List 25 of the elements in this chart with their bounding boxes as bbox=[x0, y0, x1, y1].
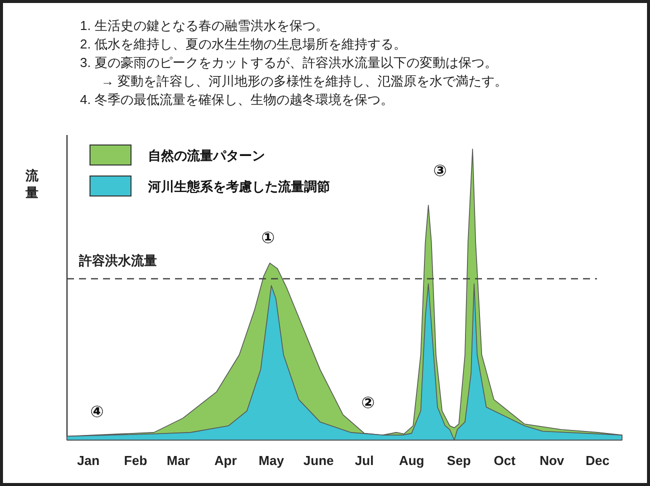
annotation: ① bbox=[261, 230, 275, 247]
x-tick-label: May bbox=[258, 453, 285, 468]
x-tick-label: Sep bbox=[446, 453, 471, 468]
annotation: ② bbox=[361, 395, 375, 412]
y-axis-title: 流量 bbox=[24, 168, 40, 200]
x-tick-label: June bbox=[303, 453, 334, 468]
x-tick-label: Jul bbox=[354, 453, 374, 468]
x-tick-label: Jan bbox=[77, 453, 100, 468]
x-tick-label: Dec bbox=[586, 453, 610, 468]
annotation: ④ bbox=[90, 404, 104, 421]
x-tick-label: Oct bbox=[494, 453, 516, 468]
ref-line-label: 許容洪水流量 bbox=[78, 252, 157, 268]
x-tick-label: Aug bbox=[398, 453, 424, 468]
annotation: ③ bbox=[433, 163, 447, 180]
text: 3. 夏の豪雨のピークをカットするが、許容洪水流量以下の変動は保つ。 bbox=[80, 55, 498, 70]
x-tick-label: Feb bbox=[124, 453, 148, 468]
legend-label: 自然の流量パターン bbox=[148, 148, 265, 163]
x-tick-label: Apr bbox=[214, 453, 237, 468]
text: 2. 低水を維持し、夏の水生生物の生息場所を維持する。 bbox=[80, 36, 406, 52]
text: → 変動を許容し、河川地形の多様性を維持し、氾濫原を水で満たす。 bbox=[101, 74, 508, 88]
x-tick-label: Nov bbox=[540, 453, 565, 468]
text: 1. 生活史の鍵となる春の融雪洪水を保つ。 bbox=[80, 18, 328, 33]
legend-label: 河川生態系を考慮した流量調節 bbox=[147, 179, 330, 194]
text: 4. 冬季の最低流量を確保し、生物の越冬環境を保つ。 bbox=[80, 92, 394, 107]
x-tick-label: Mar bbox=[166, 453, 190, 468]
